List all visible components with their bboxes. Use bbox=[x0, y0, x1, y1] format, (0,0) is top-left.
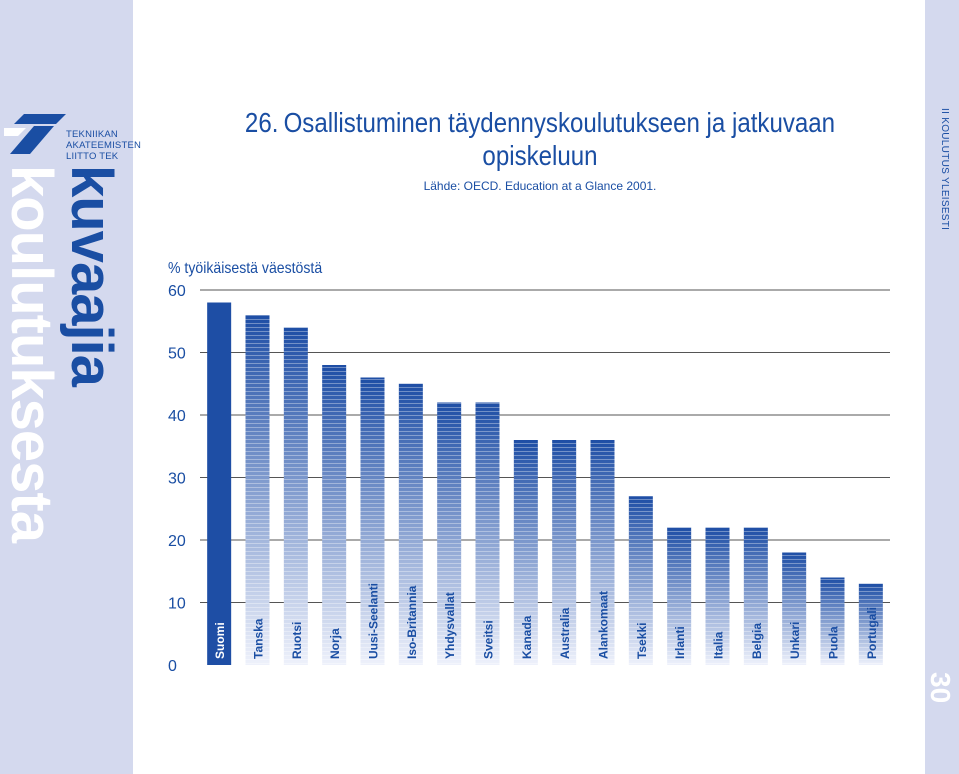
y-tick-label: 10 bbox=[168, 596, 186, 613]
category-label: Unkari bbox=[788, 622, 802, 659]
y-axis-label: % työikäisestä väestöstä bbox=[168, 260, 323, 277]
category-label: Uusi-Seelanti bbox=[367, 583, 381, 659]
bar-stripe-overlay bbox=[705, 527, 730, 665]
bar-stripe-overlay bbox=[398, 383, 423, 665]
category-label: Sveitsi bbox=[482, 620, 496, 659]
category-label: Tanska bbox=[252, 618, 266, 659]
bar-stripe-overlay bbox=[628, 496, 653, 665]
bar-stripe-overlay bbox=[820, 577, 845, 665]
bar-stripe-overlay bbox=[513, 440, 538, 665]
category-label: Alankomaat bbox=[597, 591, 611, 659]
bar-stripe-overlay bbox=[475, 402, 500, 665]
y-tick-label: 50 bbox=[168, 346, 186, 363]
y-tick-label: 40 bbox=[168, 408, 186, 425]
bar-stripe-overlay bbox=[590, 440, 615, 665]
category-label: Ruotsi bbox=[290, 622, 304, 659]
right-side-band bbox=[925, 0, 959, 774]
bar-stripe-overlay bbox=[858, 583, 883, 665]
bar-stripe-overlay bbox=[437, 402, 462, 665]
bar-stripe-overlay bbox=[552, 440, 577, 665]
y-tick-label: 60 bbox=[168, 283, 186, 300]
category-label: Tsekki bbox=[635, 623, 649, 659]
bar-suomi bbox=[207, 302, 232, 665]
bar-stripe-overlay bbox=[667, 527, 692, 665]
bar-stripe-overlay bbox=[245, 315, 270, 665]
chart-source: Lähde: OECD. Education at a Glance 2001. bbox=[423, 179, 657, 193]
category-label: Norja bbox=[328, 628, 342, 659]
chart-title-number: 26. bbox=[244, 107, 279, 138]
category-label: Kanada bbox=[520, 615, 534, 659]
bar-stripe-overlay bbox=[782, 552, 807, 665]
category-label: Yhdysvallat bbox=[443, 592, 457, 659]
category-label: Puola bbox=[827, 626, 841, 659]
bar-stripe-overlay bbox=[322, 365, 347, 665]
bar-stripe-overlay bbox=[743, 527, 768, 665]
category-label: Suomi bbox=[213, 622, 227, 659]
category-label: Belgia bbox=[750, 623, 764, 659]
category-label: Australia bbox=[558, 607, 572, 659]
y-tick-label: 30 bbox=[168, 471, 186, 488]
y-tick-label: 20 bbox=[168, 533, 186, 550]
org-name: TEKNIIKAN AKATEEMISTEN LIITTO TEK bbox=[66, 129, 141, 162]
org-name-line1: TEKNIIKAN bbox=[66, 129, 118, 140]
chart-title: 26. Osallistuminen täydennyskoulutukseen … bbox=[205, 106, 876, 172]
org-name-line3: LIITTO TEK bbox=[66, 151, 119, 162]
category-label: Irlanti bbox=[673, 626, 687, 659]
chart-title-text: Osallistuminen täydennyskoulutukseen ja … bbox=[283, 107, 836, 171]
y-tick-label: 0 bbox=[168, 658, 177, 675]
category-label: Italia bbox=[712, 631, 726, 659]
org-name-line2: AKATEEMISTEN bbox=[66, 140, 142, 151]
category-label: Portugali bbox=[865, 607, 879, 659]
bar-stripe-overlay bbox=[283, 327, 308, 665]
tek-logo-icon bbox=[4, 114, 66, 154]
category-label: Iso-Britannia bbox=[405, 585, 419, 659]
bar-stripe-overlay bbox=[360, 377, 385, 665]
